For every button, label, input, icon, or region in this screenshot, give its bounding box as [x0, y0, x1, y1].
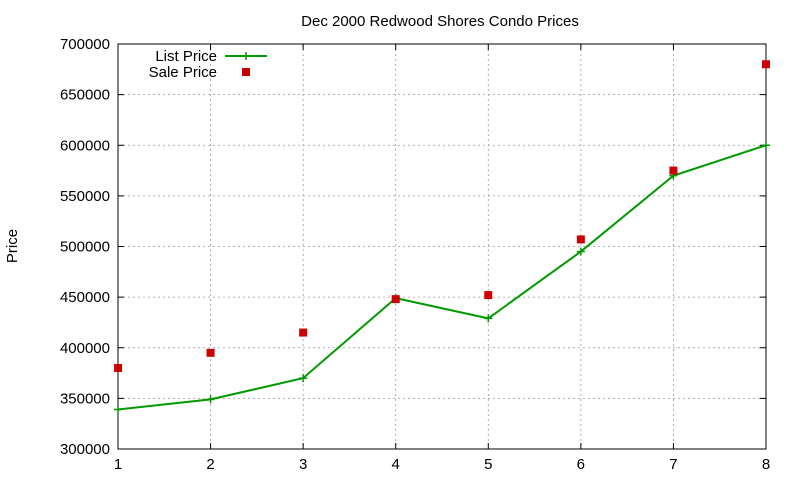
y-tick-label: 400000 — [60, 340, 110, 357]
y-axis: 300000 350000 400000 450000 500000 550000 6000… — [60, 36, 766, 458]
series-group — [114, 60, 770, 414]
y-tick-label: 350000 — [60, 390, 110, 407]
sale-price-point — [114, 364, 122, 372]
sale-price-point — [484, 291, 493, 300]
y-axis-label: Price — [4, 229, 21, 263]
list-price-point — [299, 374, 308, 383]
x-tick-label: 7 — [669, 456, 677, 473]
x-axis: 1 2 3 4 5 6 7 8 — [114, 44, 770, 473]
sale-price-point — [669, 166, 678, 175]
x-tick-label: 2 — [206, 456, 214, 473]
sale-price-point — [391, 295, 400, 304]
list-price-point — [484, 314, 493, 323]
legend-swatch-marker — [242, 68, 250, 76]
x-tick-label: 4 — [392, 456, 400, 473]
y-tick-label: 650000 — [60, 87, 110, 104]
x-tick-label: 1 — [114, 456, 122, 473]
list-price-point — [576, 247, 585, 256]
x-tick-label: 8 — [762, 456, 770, 473]
sale-price-point — [576, 235, 585, 244]
x-tick-label: 6 — [577, 456, 585, 473]
y-tick-label: 300000 — [60, 441, 110, 458]
legend-label: Sale Price — [149, 64, 217, 81]
chart-title: Dec 2000 Redwood Shores Condo Prices — [301, 13, 579, 30]
y-tick-label: 450000 — [60, 289, 110, 306]
y-tick-label: 500000 — [60, 239, 110, 256]
x-tick-label: 5 — [484, 456, 492, 473]
list-price-point — [114, 405, 122, 414]
sale-price-point — [206, 348, 215, 357]
list-price-line — [117, 144, 767, 411]
legend-label: List Price — [155, 48, 217, 65]
y-tick-label: 600000 — [60, 137, 110, 154]
legend-swatch-marker — [242, 52, 250, 60]
y-tick-label: 550000 — [60, 188, 110, 205]
list-price-point — [206, 395, 215, 404]
grid — [118, 44, 766, 449]
sale-price-point — [762, 60, 770, 69]
x-tick-label: 3 — [299, 456, 307, 473]
sale-price-point — [299, 328, 308, 337]
y-tick-label: 700000 — [60, 36, 110, 53]
list-price-point — [762, 141, 770, 150]
